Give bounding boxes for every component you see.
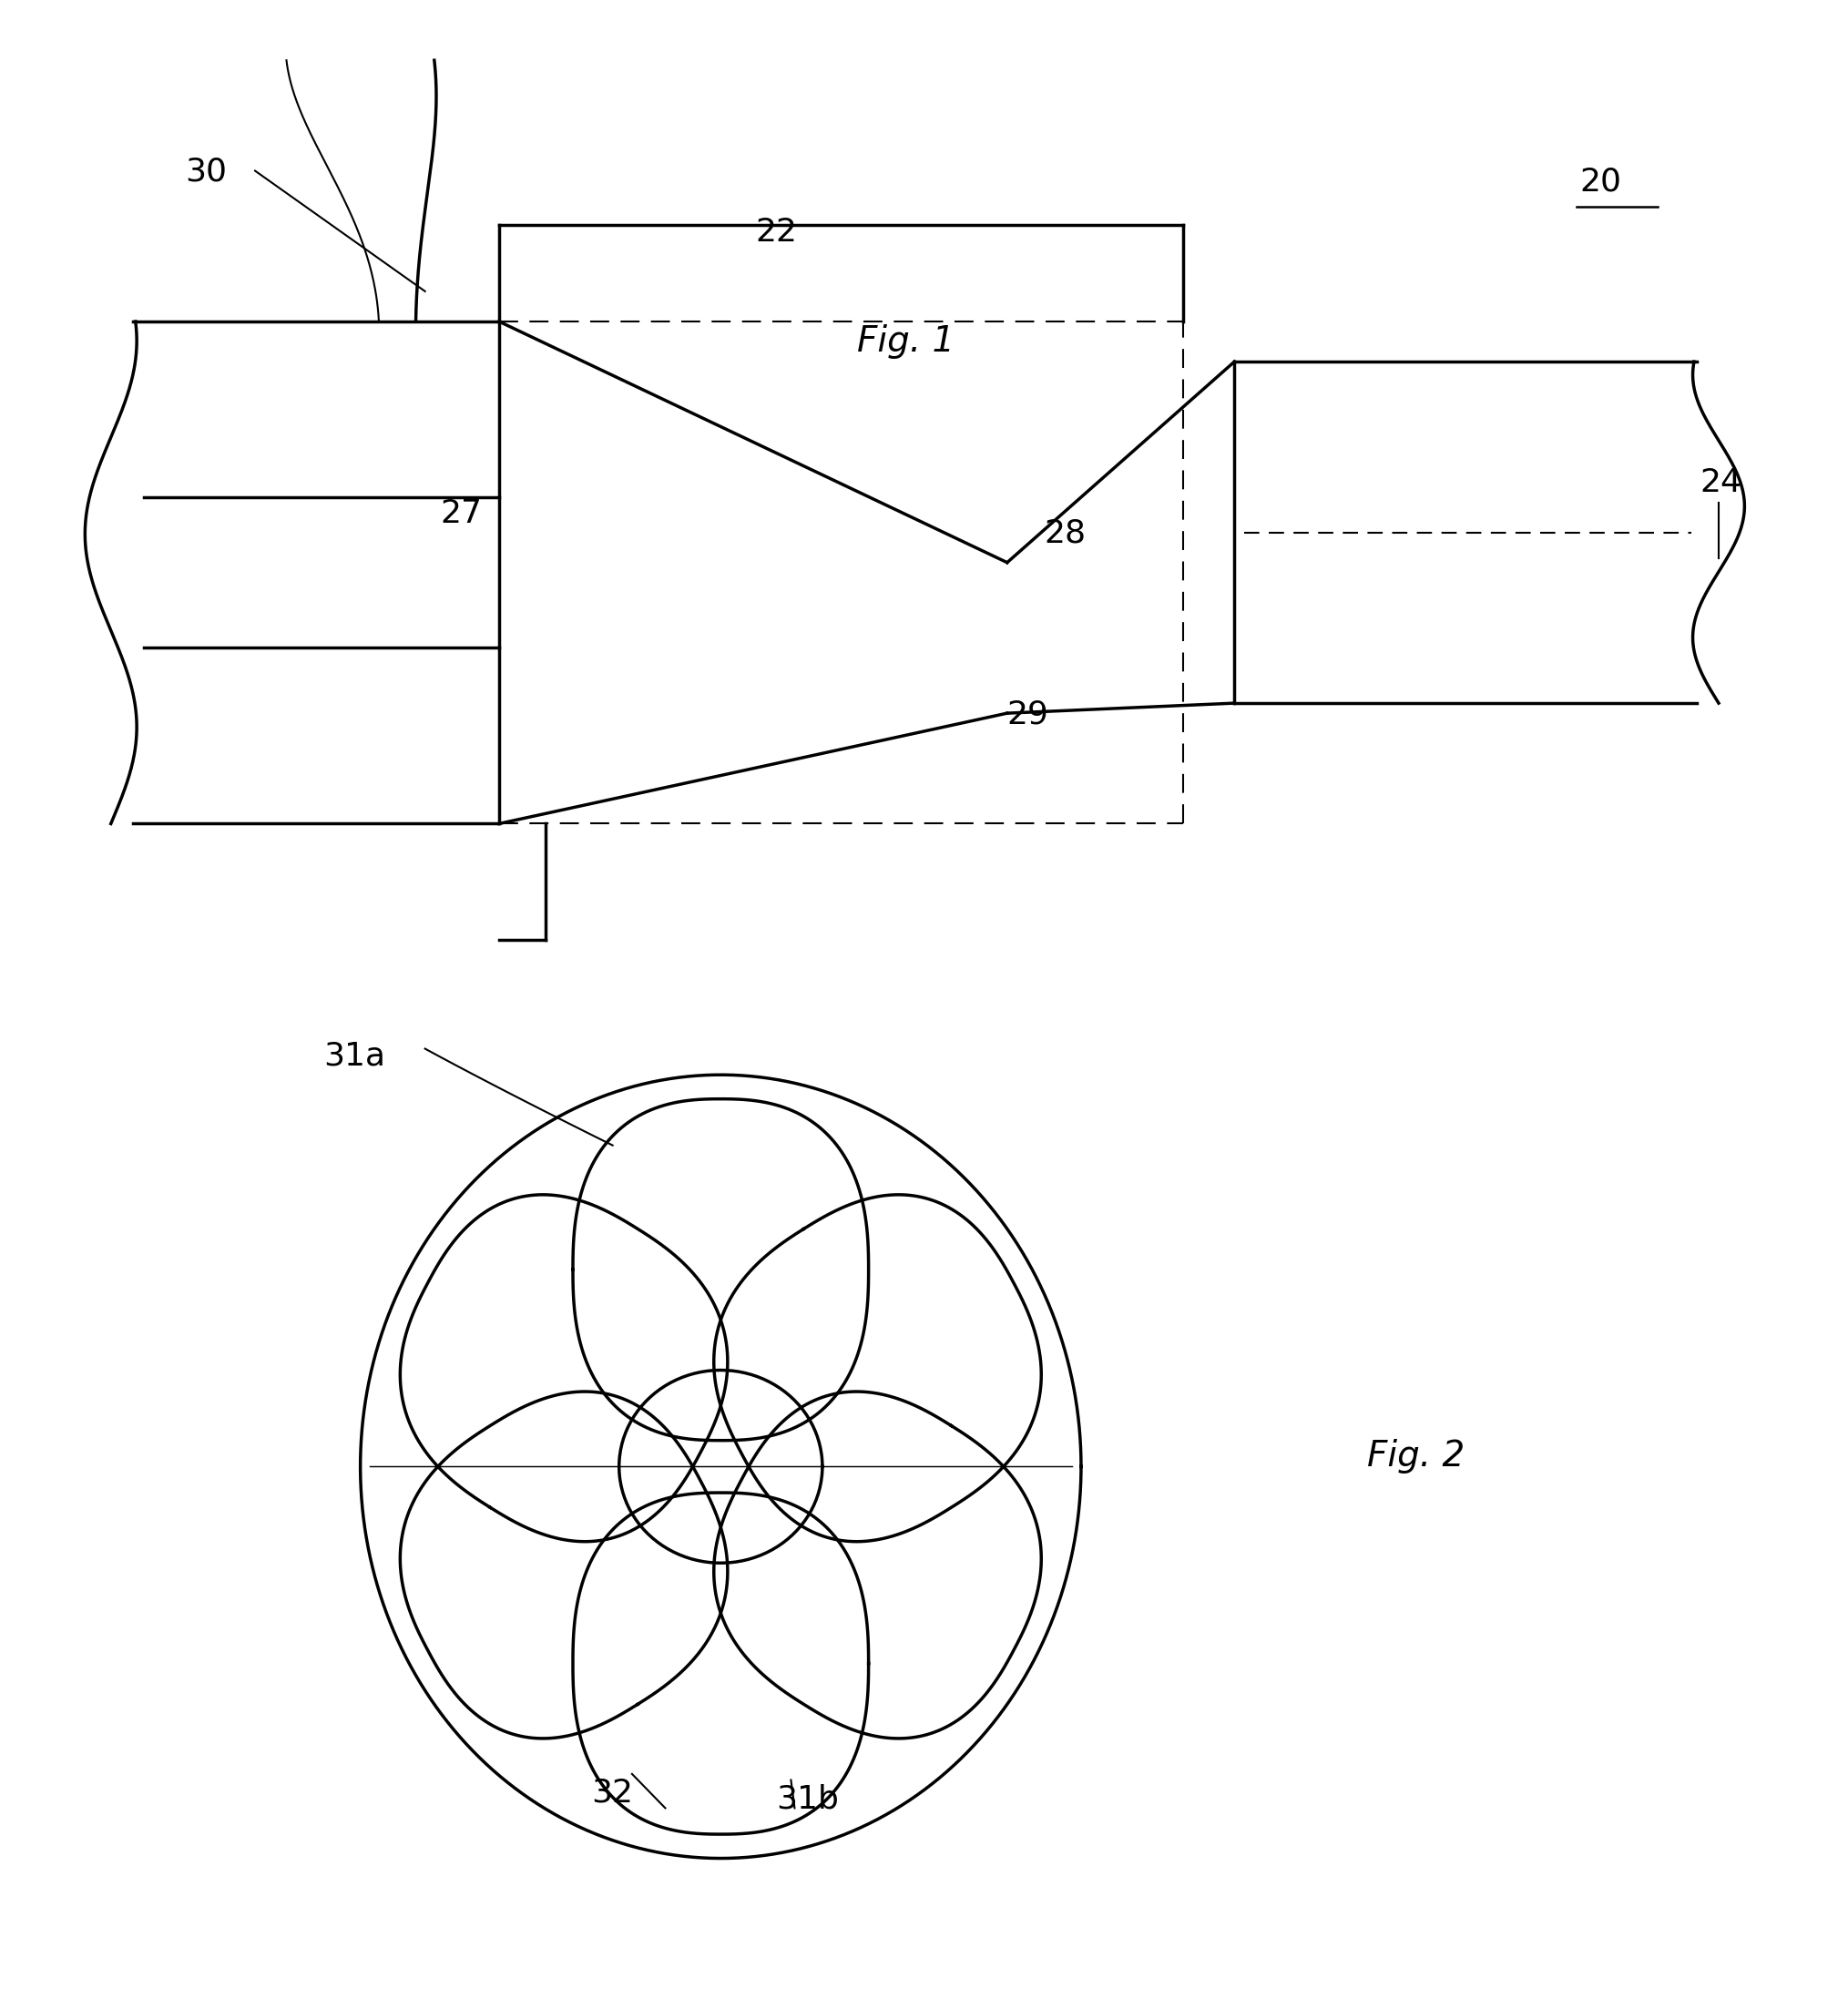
Text: 30: 30 bbox=[185, 157, 227, 187]
Text: 24: 24 bbox=[1700, 468, 1743, 498]
Text: 27: 27 bbox=[440, 498, 482, 528]
Text: 29: 29 bbox=[1007, 699, 1050, 729]
Text: 31b: 31b bbox=[776, 1784, 839, 1814]
Text: 31a: 31a bbox=[323, 1041, 386, 1071]
Text: 28: 28 bbox=[1044, 518, 1087, 548]
Text: 22: 22 bbox=[756, 217, 796, 247]
Text: 32: 32 bbox=[591, 1778, 634, 1808]
Text: Fig. 2: Fig. 2 bbox=[1368, 1438, 1465, 1475]
Text: 20: 20 bbox=[1580, 167, 1623, 197]
Text: Fig. 1: Fig. 1 bbox=[857, 323, 954, 360]
